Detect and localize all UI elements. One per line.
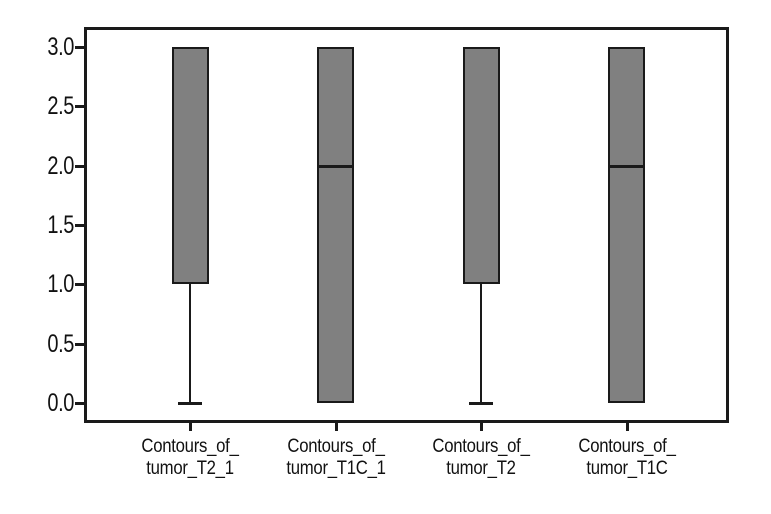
y-axis-tick [75, 402, 84, 405]
x-axis-tick [335, 423, 338, 431]
box-median [317, 165, 354, 168]
y-axis-tick-label: 2.0 [47, 152, 74, 180]
y-axis-tick-label: 0.0 [47, 389, 74, 417]
whisker-cap [178, 402, 202, 405]
y-axis-tick-label: 3.0 [47, 33, 74, 61]
y-axis-tick [75, 343, 84, 346]
box [317, 47, 354, 403]
y-axis-tick [75, 105, 84, 108]
y-axis-tick-label: 1.5 [47, 211, 74, 239]
whisker [480, 284, 482, 403]
x-axis-category-label: Contours_of_ tumor_T1C_1 [286, 436, 386, 479]
y-axis-tick [75, 165, 84, 168]
x-axis-tick [189, 423, 192, 431]
x-axis-tick [626, 423, 629, 431]
x-axis-category-label: Contours_of_ tumor_T1C [578, 436, 676, 479]
x-axis-category-label: Contours_of_ tumor_T2_1 [141, 436, 239, 479]
box [172, 47, 209, 284]
x-axis-category-label: Contours_of_ tumor_T2 [432, 436, 530, 479]
y-axis-tick [75, 224, 84, 227]
y-axis-tick [75, 283, 84, 286]
x-axis-tick [480, 423, 483, 431]
y-axis-tick-label: 1.0 [47, 270, 74, 298]
box [608, 47, 645, 403]
box-median [608, 165, 645, 168]
y-axis-tick-label: 2.5 [47, 92, 74, 120]
whisker-cap [469, 402, 493, 405]
y-axis-tick [75, 46, 84, 49]
y-axis-tick-label: 0.5 [47, 330, 74, 358]
box [463, 47, 500, 284]
whisker [189, 284, 191, 403]
